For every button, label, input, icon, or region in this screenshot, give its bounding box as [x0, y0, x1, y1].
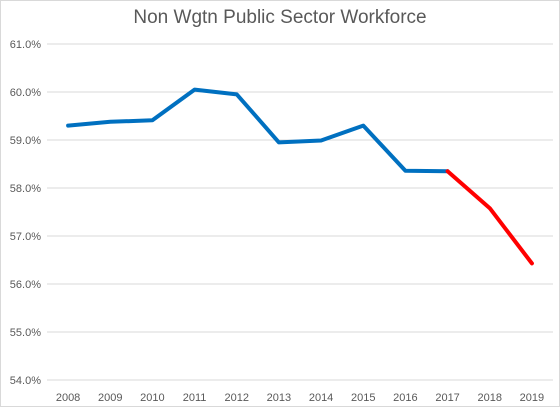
y-tick-label: 59.0% [10, 135, 41, 147]
x-tick-label: 2011 [183, 392, 207, 404]
y-tick-label: 61.0% [10, 39, 41, 51]
y-tick-label: 54.0% [10, 375, 41, 387]
x-tick-label: 2012 [225, 392, 249, 404]
y-tick-label: 56.0% [10, 279, 41, 291]
y-tick-label: 57.0% [10, 231, 41, 243]
x-tick-label: 2015 [351, 392, 375, 404]
x-tick-label: 2019 [520, 392, 544, 404]
x-tick-label: 2018 [478, 392, 502, 404]
x-tick-label: 2010 [140, 392, 164, 404]
x-tick-label: 2013 [267, 392, 291, 404]
y-tick-label: 55.0% [10, 327, 41, 339]
x-tick-label: 2017 [435, 392, 459, 404]
series-line-2 [445, 169, 534, 266]
series-line-1 [66, 87, 450, 174]
chart-title: Non Wgtn Public Sector Workforce [133, 7, 427, 28]
x-tick-label: 2009 [98, 392, 122, 404]
x-tick-label: 2008 [56, 392, 80, 404]
y-tick-label: 58.0% [10, 183, 41, 195]
x-tick-label: 2016 [393, 392, 417, 404]
x-tick-label: 2014 [309, 392, 333, 404]
y-tick-label: 60.0% [10, 87, 41, 99]
